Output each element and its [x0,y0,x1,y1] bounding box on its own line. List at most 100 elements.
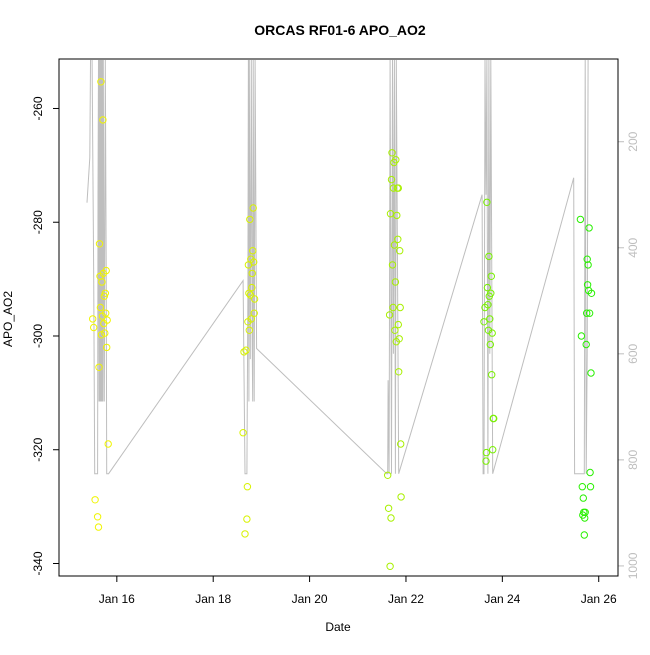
data-point [103,343,111,352]
data-point [95,363,103,371]
data-point [396,247,404,255]
data-point [587,369,595,377]
x-tick-label: Jan 26 [581,592,617,606]
data-point [584,261,592,269]
x-tick-label: Jan 24 [484,592,520,606]
x-tick-label: Jan 16 [99,592,135,606]
data-point [248,269,256,278]
data-point [95,240,104,248]
data-point [249,247,257,255]
data-point [483,198,491,207]
data-point [583,255,591,263]
data-point [102,266,110,275]
data-point [250,295,259,303]
data-point [248,283,256,292]
data-point [576,215,585,224]
y-tick-label: -280 [31,210,45,234]
data-point [386,562,394,570]
data-point [99,116,107,124]
data-point [486,340,494,349]
data-point [577,332,586,340]
data-point [97,78,105,86]
data-point [243,515,251,523]
data-point [581,508,589,516]
data-point [387,514,395,522]
data-point [384,504,393,512]
data-point [247,315,256,323]
data-point [388,261,397,269]
data-point [586,483,595,491]
x-tick-label: Jan 22 [388,592,424,606]
data-point [488,329,496,337]
y2-tick-label: 600 [626,343,640,363]
data-point [585,309,594,317]
data-point [397,440,405,448]
data-point [89,315,97,323]
data-point [482,457,490,465]
data-point [579,494,587,502]
data-point [387,175,396,184]
data-point [583,281,592,289]
plot-box [58,58,619,577]
y-tick-label: -320 [31,437,45,461]
y-tick-label: -300 [31,324,45,348]
data-point [587,289,596,297]
data-point [240,348,248,356]
data-point [395,335,403,343]
data-point [394,320,402,329]
data-point [480,318,488,326]
x-tick-label: Jan 20 [292,592,328,606]
data-point [91,496,99,504]
data-point [394,184,402,192]
data-point [394,235,402,244]
data-point [489,446,497,454]
data-point [586,468,594,477]
data-point [488,371,496,379]
data-point [90,323,98,332]
y-tick-label: -340 [31,551,45,575]
data-point [242,346,250,354]
data-point [393,211,401,220]
data-point [245,289,253,297]
data-point [249,204,257,212]
data-point [384,471,392,479]
data-point [243,483,252,491]
data-point [104,440,112,448]
data-point [585,224,593,232]
data-point [484,301,492,309]
data-point [246,291,255,299]
data-point [483,283,492,292]
data-point [391,326,399,334]
y2-tick-label: 400 [626,237,640,257]
data-point [241,530,249,538]
data-point [490,414,498,423]
data-point [97,331,106,339]
data-point [397,493,405,501]
data-point [486,315,494,323]
data-point [239,429,247,437]
data-point [395,368,403,376]
secondary-series-line [86,60,589,475]
data-point [391,278,400,286]
data-point [582,340,590,349]
data-point [583,309,591,317]
data-point [487,289,495,297]
data-point [98,278,106,286]
y2-tick-label: 800 [626,450,640,470]
data-point [93,513,102,521]
data-point [487,272,495,280]
y2-tick-label: 200 [626,131,640,151]
scatter-points-layer [89,78,596,570]
data-point [103,316,111,324]
data-point [385,311,394,319]
y-axis-label: APO_AO2 [1,291,15,347]
data-point [245,326,254,334]
data-point [96,303,105,312]
x-tick-label: Jan 18 [195,592,231,606]
data-point [482,448,491,457]
data-point [250,309,258,317]
data-point [246,215,254,224]
data-point [578,483,586,491]
y-tick-label: -260 [31,96,45,120]
